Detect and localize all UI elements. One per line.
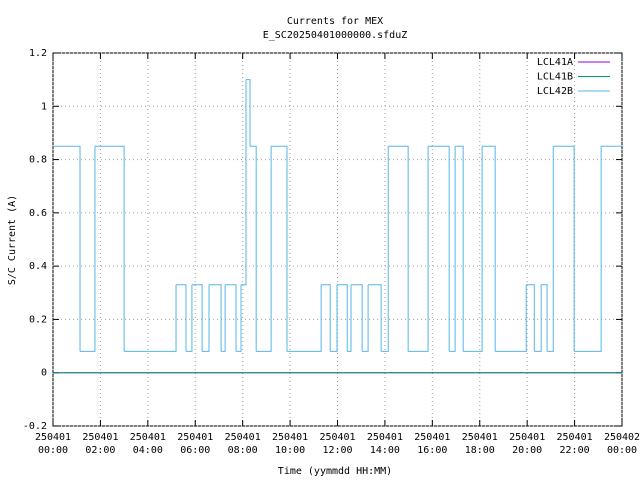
chart-subtitle: E_SC20250401000000.sfduZ	[263, 30, 408, 41]
line-segment	[495, 284, 527, 352]
line-segment	[574, 146, 602, 352]
line-segment	[80, 146, 96, 352]
y-tick-label: 0.6	[29, 208, 47, 219]
y-tick-label: 1	[41, 101, 47, 112]
line-segment	[428, 145, 450, 352]
line-segment	[225, 284, 237, 352]
line-segment	[482, 145, 496, 352]
line-segment	[94, 145, 125, 352]
line-segment	[347, 284, 352, 352]
y-tick-label: 0.8	[29, 155, 47, 166]
x-tick-label: 250401 16:00	[414, 432, 451, 456]
line-segment	[351, 284, 363, 352]
x-tick-label: 250401 00:00	[34, 432, 72, 456]
legend-label: LCL41A	[537, 57, 573, 68]
x-tick-label: 250401 12:00	[319, 432, 356, 456]
line-segment	[449, 146, 456, 352]
line-segment	[388, 145, 409, 352]
y-tick-label: 0	[41, 368, 47, 379]
line-segment	[547, 146, 554, 352]
line-segment	[191, 284, 203, 352]
line-segment	[526, 284, 535, 352]
line-segment	[287, 284, 322, 352]
y-tick-label: -0.2	[23, 421, 47, 432]
x-tick-label: 250401 04:00	[129, 432, 166, 456]
line-segment	[381, 146, 389, 352]
y-tick-label: 0.4	[29, 261, 47, 272]
x-tick-label: 250401 14:00	[366, 432, 403, 456]
x-tick-label: 250401 08:00	[224, 432, 261, 456]
line-segment	[337, 284, 348, 352]
line-segment	[176, 284, 187, 352]
line-segment	[241, 79, 247, 286]
x-axis-label: Time (yymmdd HH:MM)	[278, 466, 392, 477]
legend-label: LCL42B	[537, 86, 573, 97]
x-tick-label: 250402 00:00	[603, 432, 640, 456]
line-segment	[236, 284, 242, 352]
x-tick-label: 250401 10:00	[272, 432, 309, 456]
line-segment	[541, 284, 548, 352]
x-tick-label: 250401 18:00	[461, 432, 498, 456]
line-segment	[330, 284, 338, 352]
line-segment	[362, 284, 369, 352]
line-segment	[553, 145, 575, 352]
y-tick-label: 0.2	[29, 314, 47, 325]
line-segment	[408, 146, 429, 352]
line-segment	[202, 284, 210, 352]
line-segment	[256, 146, 272, 352]
line-segment	[455, 145, 464, 352]
x-tick-label: 250401 02:00	[82, 432, 119, 456]
line-segment	[321, 284, 331, 352]
x-tick-label: 250401 06:00	[177, 432, 214, 456]
line-segment	[368, 284, 382, 352]
y-tick-label: 1.2	[29, 48, 47, 59]
line-segment	[124, 284, 177, 352]
line-segment	[534, 284, 542, 352]
line-segment	[245, 79, 251, 147]
x-tick-label: 250401 22:00	[556, 432, 593, 456]
legend-label: LCL41B	[537, 72, 573, 83]
line-segment	[463, 146, 483, 352]
line-segment	[53, 145, 81, 352]
line-segment	[221, 284, 226, 352]
plot-frame	[52, 52, 623, 427]
y-axis-label: S/C Current (A)	[7, 195, 18, 285]
chart-title: Currents for MEX	[287, 16, 383, 27]
x-tick-label: 250401 20:00	[509, 432, 546, 456]
line-segment	[209, 284, 222, 352]
line-segment	[186, 284, 193, 352]
line-segment	[250, 145, 257, 352]
line-segment	[271, 145, 288, 352]
